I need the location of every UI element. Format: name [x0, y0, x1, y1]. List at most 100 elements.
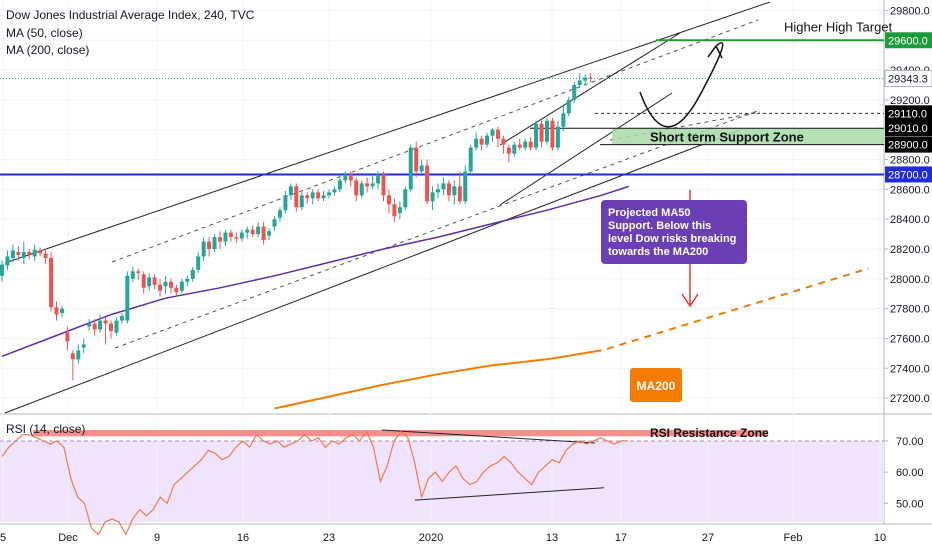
time-tick-label: 23 [323, 532, 335, 544]
candle-body [16, 251, 21, 255]
candle-body [468, 147, 473, 172]
candle-body [168, 281, 173, 288]
candle-body [337, 180, 342, 190]
candle-body [147, 277, 152, 287]
candle [436, 183, 440, 199]
rsi-divergence-bottom [414, 487, 605, 501]
candle-body [65, 332, 70, 342]
candle-body [446, 183, 451, 196]
candle [59, 305, 64, 318]
price-tick-label: 28800.0 [890, 155, 930, 167]
candle [299, 190, 304, 211]
rsi-tick-label: 60.00 [896, 467, 924, 479]
candle [212, 234, 217, 252]
candle-body [332, 189, 337, 193]
candle [147, 272, 152, 291]
candle-body [109, 323, 113, 331]
candle-body [87, 323, 92, 327]
candle-body [21, 251, 26, 258]
candle [419, 159, 424, 175]
candle-body [174, 287, 179, 293]
candle-body [283, 195, 288, 211]
candle [49, 251, 54, 312]
candle-body [452, 186, 457, 196]
candle [523, 138, 528, 151]
ma50-callout-text: level Dow risks breaking [608, 233, 736, 245]
candle-body [234, 237, 239, 239]
time-tick-label: 17 [615, 532, 627, 544]
candle [38, 247, 43, 257]
projection-path [639, 42, 724, 128]
ma200-legend: MA (200, close) [6, 43, 90, 57]
candle [158, 278, 163, 297]
candle-body [43, 253, 48, 258]
candle [223, 229, 228, 247]
time-tick-label: 2020 [419, 532, 443, 544]
candle-body [305, 195, 310, 199]
support-zone [612, 128, 884, 145]
price-tick-label: 27400.0 [890, 363, 930, 375]
time-tick-label: 9 [154, 532, 160, 544]
candle-body [365, 183, 370, 187]
candle-body [425, 165, 430, 202]
price-label-text: 29010.0 [888, 123, 928, 135]
candle [250, 225, 255, 238]
price-label-tag [884, 70, 932, 88]
candle-body [239, 232, 244, 239]
price-tick-label: 28400.0 [890, 214, 930, 226]
candle [457, 171, 462, 205]
time-tick-label: Feb [784, 532, 803, 544]
candle-body [70, 353, 75, 360]
candle [446, 180, 451, 202]
candle-body [76, 350, 81, 360]
candle-body [27, 251, 32, 255]
candle [70, 350, 75, 381]
candle [294, 183, 299, 212]
candle [272, 216, 277, 232]
candle [414, 141, 419, 178]
trend-channel-line [4, 129, 741, 414]
candle-body [555, 126, 560, 148]
candle-body [10, 250, 15, 258]
candle-body [441, 183, 446, 190]
candle [561, 105, 566, 132]
candle [512, 141, 517, 157]
candle [550, 117, 555, 151]
candle [517, 138, 522, 151]
candle [81, 338, 86, 354]
ma200-badge [630, 368, 682, 402]
candle-body [386, 195, 391, 205]
candle [141, 271, 146, 294]
candle [495, 126, 500, 148]
candle-body [501, 138, 506, 145]
candle-body [316, 192, 321, 199]
candle [386, 189, 391, 214]
candle-body [54, 307, 59, 315]
candle [583, 74, 588, 85]
candle-body [196, 256, 201, 270]
candle [65, 326, 70, 351]
candle [125, 271, 130, 324]
candle [114, 317, 119, 336]
candle [305, 192, 310, 205]
candle [54, 301, 59, 321]
candle-body [49, 257, 54, 308]
price-tick-label: 27600.0 [890, 333, 930, 345]
candle [234, 232, 239, 244]
candle [555, 120, 560, 151]
candle-body [114, 320, 119, 333]
candle [588, 73, 593, 83]
candle-body [81, 344, 86, 348]
candle [430, 186, 435, 211]
price-label-tag [885, 166, 932, 183]
candle-body [370, 183, 375, 187]
trend-channel-line [4, 1, 771, 264]
candle-body [495, 129, 500, 139]
candle-body [474, 138, 479, 148]
candle [130, 266, 135, 282]
candle [485, 132, 490, 148]
candle-body [201, 241, 206, 257]
candle-body [256, 226, 261, 235]
candle [288, 183, 293, 200]
